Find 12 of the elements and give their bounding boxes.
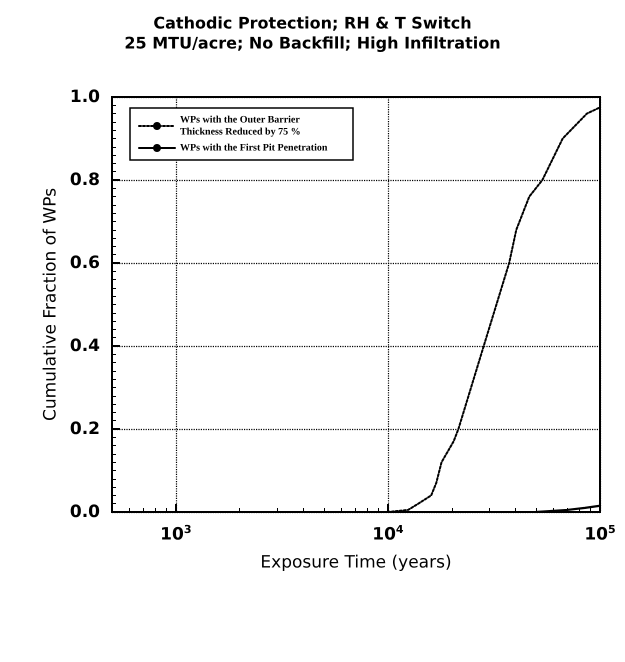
y-tick-label: 0.8 (70, 170, 100, 190)
legend-label: WPs with the Outer Barrier Thickness Reduced by 75 % (180, 114, 302, 138)
chart-title: Cathodic Protection; RH & T Switch (153, 14, 472, 32)
y-tick-label: 0.0 (70, 502, 100, 522)
y-tick-label: 0.2 (70, 419, 100, 439)
y-tick-label: 0.6 (70, 253, 100, 273)
x-axis-title: Exposure Time (years) (260, 552, 452, 572)
y-tick-label: 0.4 (70, 336, 100, 356)
y-axis-title: Cumulative Fraction of WPs (40, 188, 60, 422)
chart-subtitle: 25 MTU/acre; No Backfill; High Infiltration (124, 34, 501, 52)
y-tick-label: 1.0 (70, 87, 100, 107)
legend-label: WPs with the First Pit Penetration (180, 142, 328, 154)
